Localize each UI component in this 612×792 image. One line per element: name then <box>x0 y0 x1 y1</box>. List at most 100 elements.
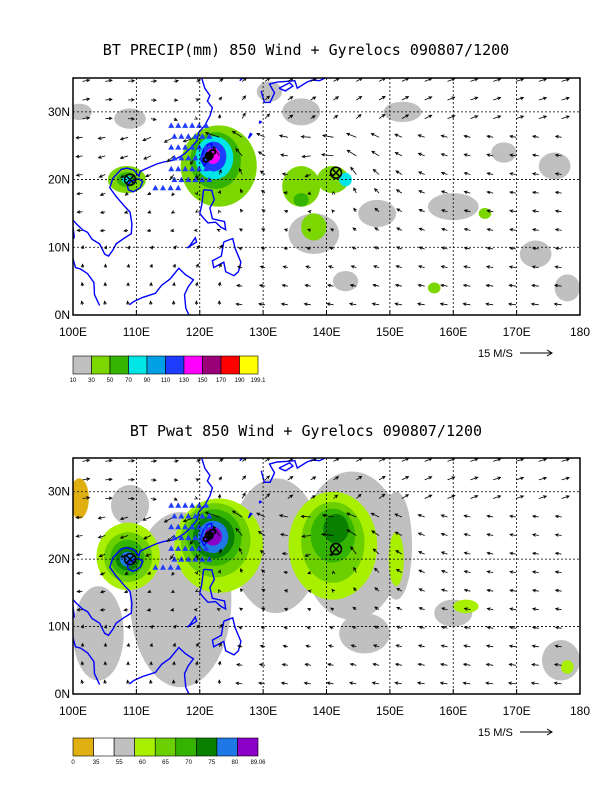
colorbar-swatch <box>91 355 111 375</box>
wind-arrows <box>75 78 570 307</box>
colorbar: 0 35 55 60 65 70 75 80 89.06 <box>71 737 266 766</box>
coastline-10 <box>278 461 294 472</box>
colorbar-swatch <box>220 355 240 375</box>
scale-arrow-icon <box>520 349 553 357</box>
colorbar-label: 60 <box>139 760 146 766</box>
colorbar-label: 130 <box>179 378 190 384</box>
coastline-2 <box>128 267 195 315</box>
coastline-5 <box>199 568 227 611</box>
blue-triangle-markers <box>152 502 213 570</box>
colorbar-label: 80 <box>232 760 239 766</box>
colorbar-swatch <box>175 737 197 757</box>
coastline-5 <box>199 189 227 231</box>
coastline-7 <box>186 236 198 249</box>
shaded-field-20 <box>119 551 136 567</box>
colorbar-swatch <box>216 737 238 757</box>
gyre-center-marker-icon <box>329 542 343 556</box>
colorbar-swatch <box>93 737 115 757</box>
colorbar-label: 190 <box>234 378 245 384</box>
shaded-field-21 <box>282 166 321 207</box>
colorbar: 10 30 50 70 90 110 130 150 170 190 199.1 <box>70 355 266 384</box>
coastline-8 <box>239 78 244 82</box>
scale-label: 15 M/S <box>478 727 513 739</box>
colorbar-swatch <box>72 737 94 757</box>
colorbar-label: 55 <box>116 760 123 766</box>
coastline-0 <box>73 458 214 637</box>
coastline-0 <box>73 78 214 258</box>
map-panel-2: 100E 110E 120E 130E 140E 150E 160E 170E 180 0N 10N… <box>48 457 590 766</box>
shaded-field-25 <box>388 532 404 587</box>
colorbar-label: 199.1 <box>250 378 266 384</box>
x-tick-label: 130E <box>249 704 277 718</box>
y-tick-label: 20N <box>48 552 70 566</box>
coastline-7 <box>186 615 198 628</box>
coastline-2 <box>128 646 195 694</box>
colorbar-label: 30 <box>88 378 95 384</box>
shaded-field-3 <box>231 478 321 614</box>
coastline-9 <box>260 458 326 483</box>
shaded-field-8 <box>541 640 580 681</box>
x-tick-label: 110E <box>123 704 150 718</box>
x-tick-label: 120E <box>186 704 214 718</box>
x-tick-label: 160E <box>439 704 467 718</box>
colorbar-label: 0 <box>71 760 75 766</box>
x-tick-label: 120E <box>186 325 214 339</box>
colorbar-label: 90 <box>144 378 151 384</box>
y-tick-label: 10N <box>48 620 70 634</box>
scale-label: 15 M/S <box>478 348 513 360</box>
shaded-field-9 <box>519 240 552 268</box>
colorbar-swatch <box>72 355 92 375</box>
x-tick-label: 180 <box>570 325 590 339</box>
y-tick-label: 20N <box>48 173 70 187</box>
x-tick-label: 140E <box>312 704 340 718</box>
shaded-field-0 <box>73 478 89 519</box>
x-tick-label: 150E <box>376 325 404 339</box>
colorbar-label: 89.06 <box>250 760 266 766</box>
panel1-title: BT PRECIP(mm) 850 Wind + Gyrelocs 090807… <box>102 41 510 59</box>
colorbar-swatch <box>134 737 156 757</box>
blue-triangle-markers <box>152 122 213 191</box>
coastline-8 <box>239 458 244 462</box>
colorbar-label: 70 <box>125 378 132 384</box>
gyre-center-marker-icon <box>123 552 137 566</box>
colorbar-label: 110 <box>161 378 171 384</box>
shaded-field-24 <box>323 513 349 544</box>
shaded-field-6 <box>339 613 390 654</box>
x-tick-label: 100E <box>59 325 87 339</box>
coastline-11 <box>247 132 253 139</box>
colorbar-label: 70 <box>185 760 192 766</box>
shaded-field-5 <box>491 142 517 163</box>
x-tick-label: 160E <box>439 325 467 339</box>
shaded-field-27 <box>560 660 574 674</box>
x-tick-label: 130E <box>249 325 277 339</box>
y-tick-label: 0N <box>55 308 70 322</box>
shaded-field-9 <box>73 586 124 681</box>
coastline-10 <box>278 81 294 92</box>
colorbar-swatch <box>165 355 185 375</box>
coastline-1 <box>73 226 101 306</box>
shaded-field-10 <box>554 274 580 302</box>
colorbar-label: 35 <box>93 760 100 766</box>
colorbar-swatch <box>109 355 129 375</box>
y-tick-label: 30N <box>48 105 70 119</box>
shaded-field-6 <box>538 152 571 180</box>
typhoon-symbol-icon <box>202 149 217 163</box>
colorbar-label: 75 <box>208 760 215 766</box>
coastline-6 <box>211 237 242 277</box>
wind-arrows <box>75 458 570 686</box>
x-tick-label: 150E <box>376 704 404 718</box>
y-tick-label: 0N <box>55 687 70 701</box>
colorbar-swatch <box>146 355 166 375</box>
colorbar-swatch <box>237 737 259 757</box>
shaded-field-11 <box>332 270 359 292</box>
y-tick-label: 30N <box>48 485 70 499</box>
coastline-11 <box>247 512 253 519</box>
x-tick-label: 100E <box>59 704 87 718</box>
shaded-field-1 <box>111 484 150 526</box>
colorbar-swatch <box>154 737 177 757</box>
coastline-1 <box>73 606 101 685</box>
colorbar-swatch <box>113 737 135 757</box>
typhoon-symbol-icon <box>202 528 217 543</box>
shaded-field-8 <box>358 199 397 227</box>
